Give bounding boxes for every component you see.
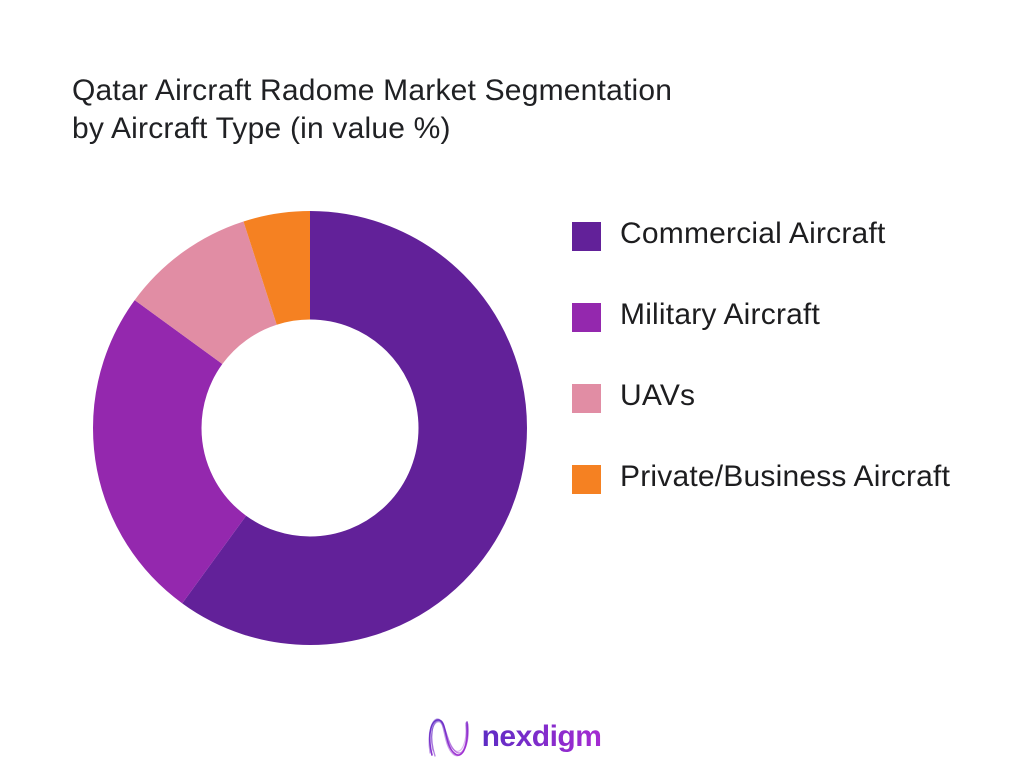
legend-item-uavs: UAVs <box>572 376 950 416</box>
legend-item-commercial-aircraft: Commercial Aircraft <box>572 214 950 254</box>
donut-segment-private-business-aircraft <box>93 211 527 645</box>
brand-wordmark: nexdigm <box>481 720 602 753</box>
chart-title-line2: by Aircraft Type (in value %) <box>72 112 451 145</box>
legend-label: Military Aircraft <box>620 298 821 331</box>
chart-title: Qatar Aircraft Radome Market Segmentatio… <box>72 72 672 148</box>
legend-item-military-aircraft: Military Aircraft <box>572 295 950 335</box>
donut-chart-svg <box>93 211 527 645</box>
legend: Commercial Aircraft Military Aircraft UAVs… <box>572 214 950 497</box>
legend-item-private-business-aircraft: Private/Business Aircraft <box>572 457 950 497</box>
nexdigm-wave-n-icon <box>428 718 469 757</box>
legend-swatch <box>572 302 601 332</box>
donut-chart <box>93 211 527 645</box>
legend-label: Private/Business Aircraft <box>620 460 951 493</box>
donut-segment-military-aircraft <box>93 211 527 645</box>
brand-logo: nexdigm <box>0 708 1024 766</box>
legend-swatch <box>572 464 601 494</box>
legend-swatch <box>572 383 601 413</box>
chart-title-line1: Qatar Aircraft Radome Market Segmentatio… <box>72 74 673 107</box>
legend-label: Commercial Aircraft <box>620 217 886 250</box>
legend-swatch <box>572 221 601 251</box>
legend-label: UAVs <box>620 379 696 412</box>
